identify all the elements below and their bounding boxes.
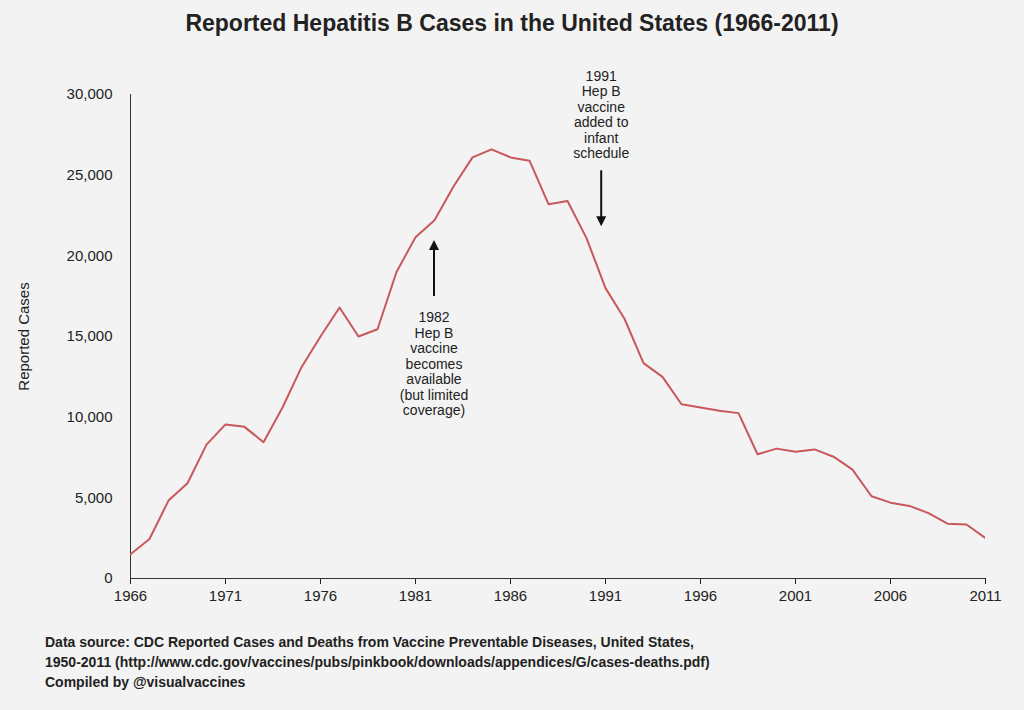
svg-text:15,000: 15,000 xyxy=(67,327,113,344)
html-text:Compiled by @visualvaccines: Compiled by @visualvaccines xyxy=(45,674,246,690)
html-text:Data source: CDC Reported Case: Data source: CDC Reported Cases and Deat… xyxy=(45,634,694,650)
svg-text:25,000: 25,000 xyxy=(67,166,113,183)
svg-text:0: 0 xyxy=(104,569,112,586)
svg-text:1971: 1971 xyxy=(209,587,242,604)
svg-text:10,000: 10,000 xyxy=(67,408,113,425)
svg-text:1991Hep Bvaccineadded toinfant: 1991Hep Bvaccineadded toinfantschedule xyxy=(573,68,629,162)
svg-text:1991: 1991 xyxy=(589,587,622,604)
svg-text:1986: 1986 xyxy=(494,587,527,604)
svg-text:30,000: 30,000 xyxy=(67,85,113,102)
html-text:1950-2011 (http://www.cdc.gov/: 1950-2011 (http://www.cdc.gov/vaccines/p… xyxy=(45,654,710,670)
svg-text:2011: 2011 xyxy=(969,587,1001,604)
svg-text:1981: 1981 xyxy=(399,587,432,604)
svg-text:2006: 2006 xyxy=(874,587,907,604)
html-text:Reported Hepatitis B Cases in: Reported Hepatitis B Cases in the United… xyxy=(185,10,839,36)
svg-text:2001: 2001 xyxy=(779,587,812,604)
svg-text:1966: 1966 xyxy=(114,587,147,604)
svg-text:1996: 1996 xyxy=(684,587,717,604)
svg-text:1982Hep Bvaccinebecomesavailab: 1982Hep Bvaccinebecomesavailable(but lim… xyxy=(400,309,468,418)
svg-text:Reported Cases: Reported Cases xyxy=(15,282,32,390)
svg-text:20,000: 20,000 xyxy=(67,247,113,264)
svg-text:5,000: 5,000 xyxy=(75,489,113,506)
svg-text:1976: 1976 xyxy=(304,587,337,604)
